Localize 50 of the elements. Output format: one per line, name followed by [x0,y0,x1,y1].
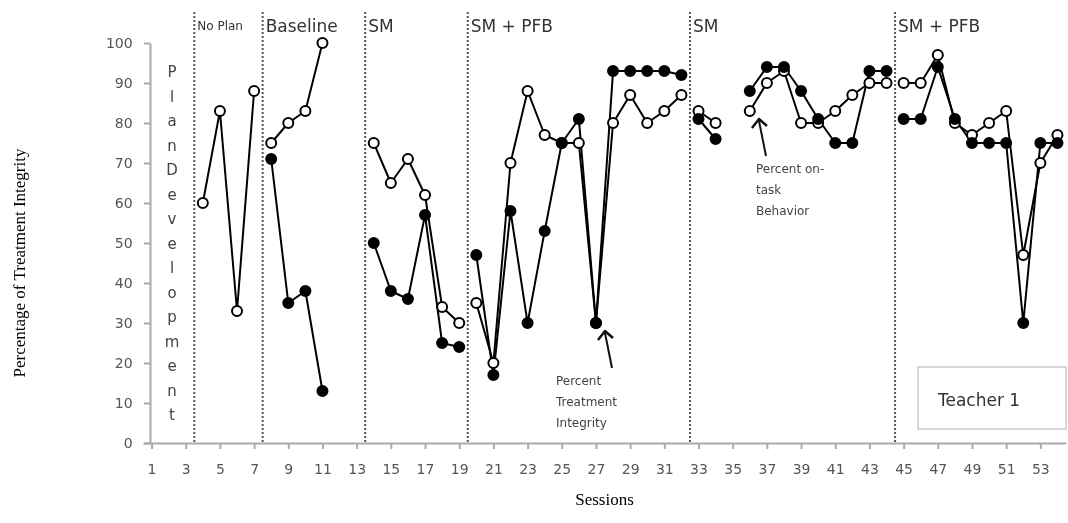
x-tick-label: 41 [826,461,845,478]
ref-line-label: Baseline [265,16,338,36]
x-tick-label: 43 [861,461,879,478]
x-tick-label: 25 [553,461,572,478]
x-tick-label: 27 [587,461,606,478]
x-tick-label: 45 [895,461,914,478]
y-tick-label: 60 [114,194,133,211]
text: PlanDevelopment [164,63,180,424]
y-tick-label: 40 [114,274,133,291]
x-tick-label: 29 [621,461,640,478]
x-tick-label: 21 [484,461,503,478]
y-axis-title: Percentage of Treatment Integrity [10,148,29,378]
ref-line-label: SM + PFB [470,16,553,36]
x-tick-label: 19 [450,461,469,478]
x-tick-label: 33 [690,461,708,478]
x-tick-label: 47 [929,461,948,478]
ref-line-label: No Plan [197,19,243,33]
x-tick-label: 3 [181,461,191,478]
y-tick-label: 10 [114,394,133,411]
y-tick-label: 20 [114,354,133,371]
x-tick-label: 53 [1031,461,1050,478]
y-tick-label: 100 [105,34,133,51]
ref-line-label: SM + PFB [898,16,981,36]
x-tick-label: 31 [655,461,674,478]
ref-line-label: SM [368,16,394,36]
y-tick-label: 90 [114,74,133,91]
x-tick-label: 49 [963,461,982,478]
annotation: Teacher 1 [937,390,1021,410]
x-tick-label: 13 [348,461,367,478]
annotation: Percent on-task Behavior [756,162,825,218]
x-tick-label: 35 [724,461,743,478]
x-tick-label: 23 [519,461,537,478]
y-tick-label: 0 [123,434,133,451]
x-tick-label: 5 [215,461,225,478]
x-tick-label: 7 [250,461,260,478]
y-tick-label: 80 [114,114,133,131]
y-tick-label: 70 [114,154,133,171]
x-tick-label: 37 [758,461,777,478]
x-tick-label: 17 [416,461,435,478]
y-tick-label: 30 [114,314,133,331]
x-tick-label: 15 [382,461,401,478]
ref-line-label: SM [692,16,719,36]
x-tick-label: 51 [997,461,1016,478]
x-axis-title: Sessions [575,490,634,509]
annotation: Percent Treatment Integrity [555,374,618,430]
y-tick-label: 50 [114,234,133,251]
x-tick-label: 9 [284,461,294,478]
x-tick-label: 1 [147,461,157,478]
x-tick-label: 11 [314,461,332,478]
x-tick-label: 39 [792,461,811,478]
